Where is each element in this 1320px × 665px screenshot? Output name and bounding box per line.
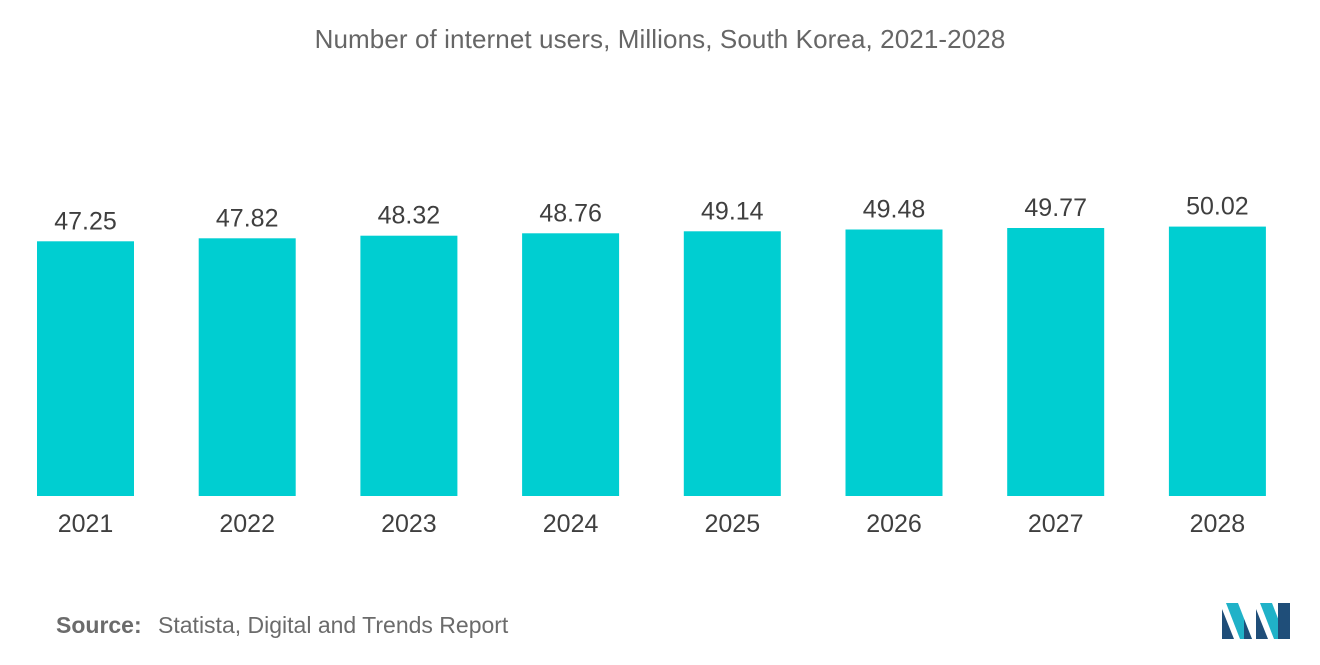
chart-title: Number of internet users, Millions, Sout…	[314, 24, 1006, 54]
bar-2027	[1007, 228, 1105, 496]
value-label-2024: 48.76	[539, 199, 602, 227]
bar-2022	[198, 238, 296, 497]
value-label-2025: 49.14	[701, 197, 764, 225]
category-label-2021: 2021	[58, 510, 114, 538]
value-label-2026: 49.48	[863, 196, 926, 224]
bar-chart: 47.25 2021 47.82 2022 48.32 2023 48.76 2024 49.1…	[37, 193, 1266, 538]
category-label-2024: 2024	[543, 510, 599, 538]
value-label-2021: 47.25	[54, 207, 117, 235]
source-label: Source:	[56, 612, 142, 638]
value-label-2027: 49.77	[1024, 194, 1087, 222]
bar-2028	[1168, 226, 1266, 496]
source-text: Statista, Digital and Trends Report	[158, 612, 509, 638]
source-note: Source: Statista, Digital and Trends Rep…	[56, 612, 508, 639]
value-label-2028: 50.02	[1186, 193, 1249, 221]
category-label-2028: 2028	[1190, 510, 1246, 538]
value-label-2022: 47.82	[216, 204, 279, 232]
category-label-2023: 2023	[381, 510, 437, 538]
bar-2021	[37, 241, 134, 496]
value-label-2023: 48.32	[378, 202, 441, 230]
mordor-intelligence-logo-icon	[1222, 603, 1290, 639]
category-label-2026: 2026	[866, 510, 922, 538]
bar-2025	[683, 231, 781, 497]
bar-2026	[845, 229, 943, 496]
bar-2024	[522, 233, 620, 497]
category-label-2022: 2022	[219, 510, 275, 538]
bar-2023	[360, 235, 458, 496]
category-label-2027: 2027	[1028, 510, 1084, 538]
category-label-2025: 2025	[704, 510, 760, 538]
